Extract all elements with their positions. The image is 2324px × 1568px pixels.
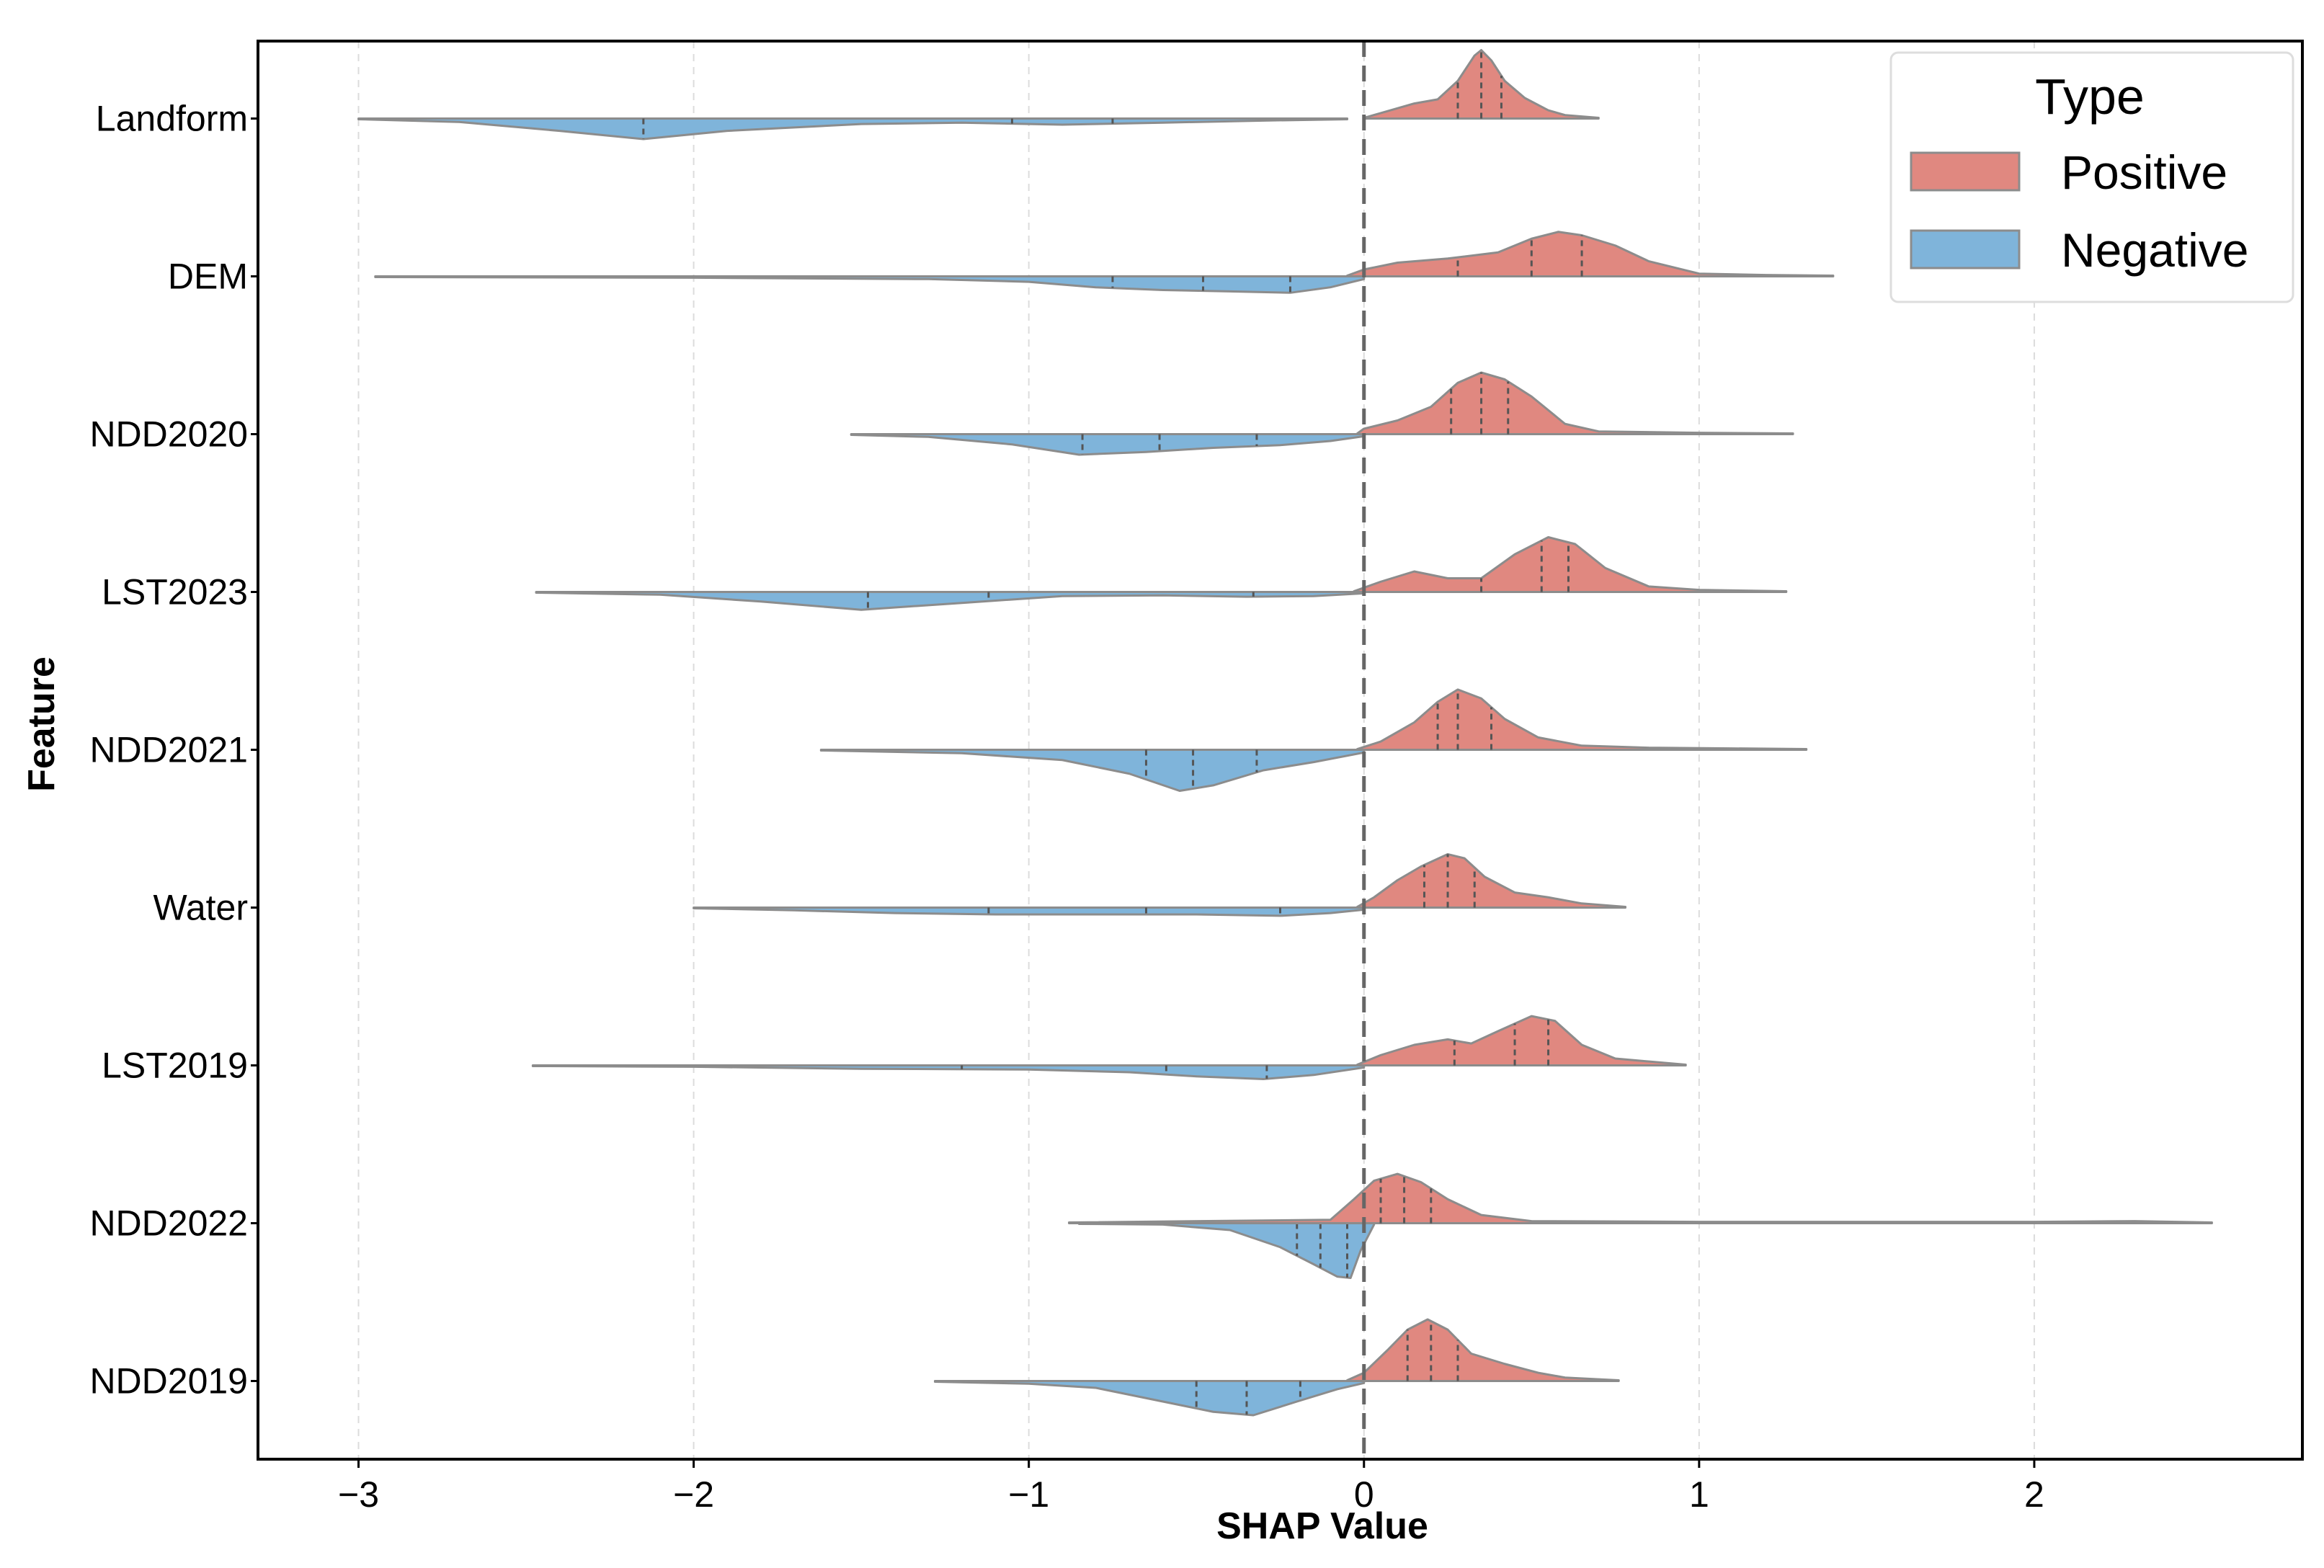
violin-lst2019 [531,1015,1687,1080]
violin-ndd2019 [933,1318,1620,1417]
violin-negative-dem [374,275,1366,294]
violin-lst2023 [535,536,1788,611]
y-tick-label-ndd2022: NDD2022 [89,1203,248,1244]
y-tick-label-ndd2020: NDD2020 [89,414,248,455]
x-tick-label-4: 1 [1689,1474,1709,1515]
x-axis-title: SHAP Value [1216,1505,1428,1547]
violin-landform [357,49,1600,141]
x-tick-label-1: −2 [673,1474,714,1515]
legend-swatch-positive [1910,151,2021,192]
violin-ndd2022 [1068,1172,2213,1279]
violin-negative-ndd2019 [933,1380,1366,1417]
violin-positive-ndd2021 [1355,688,1808,751]
violin-negative-lst2023 [535,591,1366,611]
violin-ndd2021 [819,688,1808,792]
violin-ndd2020 [850,371,1794,456]
violin-positive-ndd2022 [1068,1172,2213,1224]
legend-label-negative: Negative [2061,223,2249,277]
y-tick-label-ndd2021: NDD2021 [89,730,248,770]
y-axis-title: Feature [21,656,63,792]
legend-label-positive: Positive [2061,146,2227,199]
violin-positive-water [1355,852,1627,909]
violin-negative-ndd2021 [819,749,1366,792]
x-tick-label-0: −3 [338,1474,379,1515]
violin-positive-lst2019 [1355,1015,1687,1066]
x-tick-label-2: −1 [1008,1474,1049,1515]
x-tick-label-5: 2 [2024,1474,2044,1515]
violin-negative-ndd2022 [1077,1222,1376,1279]
y-tick-label-lst2023: LST2023 [102,572,248,612]
violin-negative-water [693,906,1366,917]
violin-negative-ndd2020 [850,433,1366,456]
x-tick-label-3: 0 [1354,1474,1374,1515]
y-axis-ticks: Landform DEM NDD2020 LST2023 NDD2021 Water LST… [89,99,258,1402]
violins [357,49,2213,1417]
y-tick-label-ndd2019: NDD2019 [89,1361,248,1402]
y-tick-label-lst2019: LST2019 [102,1046,248,1086]
x-axis-ticks: −3 −2 −1 0 1 2 [338,1459,2044,1515]
legend-swatch-negative [1910,229,2021,270]
violin-negative-lst2019 [531,1064,1366,1080]
violin-positive-dem [1346,231,1835,277]
y-tick-label-landform: Landform [96,99,248,139]
legend: Type Positive Negative [1889,51,2294,303]
violin-negative-landform [357,117,1349,141]
violin-positive-ndd2019 [1346,1318,1620,1382]
y-tick-label-dem: DEM [168,257,248,297]
y-tick-label-water: Water [153,888,249,928]
violin-water [693,852,1627,917]
legend-title: Type [2035,68,2145,125]
violin-positive-lst2023 [1353,536,1788,593]
violin-dem [374,231,1835,294]
violin-positive-ndd2020 [1355,371,1794,435]
